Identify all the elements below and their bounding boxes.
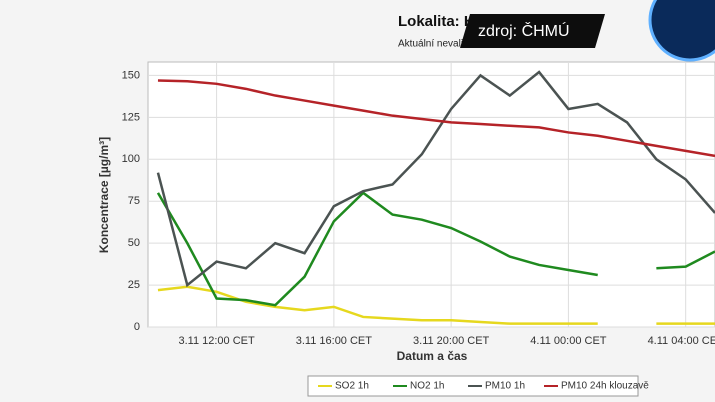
y-tick-label: 100 [122,153,140,165]
logo [648,0,715,62]
y-tick-label: 50 [128,237,140,249]
source: zdroj: ČHMÚ [478,21,570,40]
x-tick-label: 4.11 00:00 CET [530,335,607,347]
y-tick-label: 0 [134,321,140,333]
plot-area [147,61,715,328]
source-box [460,14,605,48]
x-axis-label: Datum a čas [397,349,468,363]
note: Aktuální nevalidovaná data [398,39,519,50]
legend-label: PM10 24h klouzavě [561,381,649,392]
y-tick-label: 125 [122,111,140,123]
y-tick-label: 150 [122,69,140,81]
series-line [157,285,715,325]
lines [156,70,715,325]
y-tick-label: 75 [128,195,140,207]
x-tick-label: 3.11 12:00 CET [178,335,255,347]
y-tick-label: 25 [128,279,140,291]
legend-label: NO2 1h [410,381,444,392]
legend-items: SO2 1h NO2 1h PM10 1h PM10 24h klouzavě [318,381,649,392]
series-line [157,79,715,158]
x-tick-label: 3.11 20:00 CET [413,335,490,347]
legend-label: SO2 1h [335,381,369,392]
x-tick-label: 4.11 04:00 CET [648,335,715,347]
series-line [156,191,715,307]
series-line [156,70,715,288]
y-axis-label: Koncentrace [µg/m³] [97,137,111,253]
legend-label: PM10 1h [485,381,525,392]
x-tick-label: 3.11 16:00 CET [296,335,373,347]
